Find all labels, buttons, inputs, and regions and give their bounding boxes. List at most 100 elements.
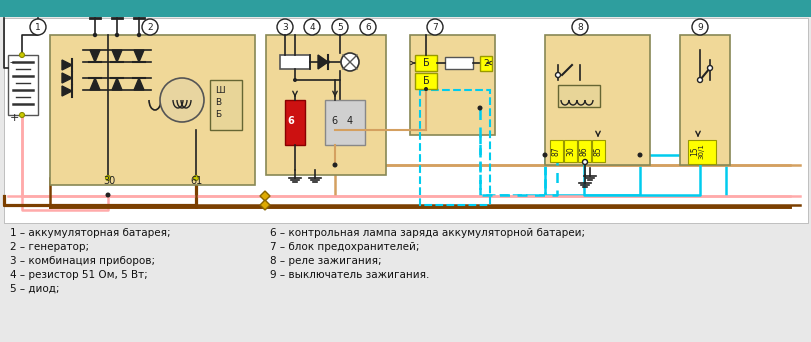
Bar [280, 55, 310, 69]
Circle shape [19, 53, 24, 57]
Text: –: – [10, 57, 15, 67]
Text: 2: 2 [483, 58, 488, 67]
Circle shape [19, 113, 24, 118]
Circle shape [105, 175, 110, 181]
Text: 9 – выключатель зажигания.: 9 – выключатель зажигания. [270, 270, 429, 280]
Text: 6: 6 [365, 23, 371, 31]
Text: 2: 2 [147, 23, 152, 31]
Circle shape [571, 19, 587, 35]
Circle shape [136, 33, 141, 37]
Circle shape [325, 60, 329, 64]
Text: 2 – генератор;: 2 – генератор; [10, 242, 89, 252]
Circle shape [142, 19, 158, 35]
Text: 3: 3 [281, 23, 288, 31]
Text: 6: 6 [331, 116, 337, 126]
Bar [0, 0, 811, 17]
Text: 4: 4 [346, 116, 353, 126]
Circle shape [105, 193, 110, 197]
Circle shape [555, 73, 560, 78]
Circle shape [691, 19, 707, 35]
Circle shape [697, 78, 702, 82]
Text: 5 – диод;: 5 – диод; [10, 284, 59, 294]
Bar [444, 57, 473, 69]
Circle shape [542, 153, 547, 158]
Circle shape [114, 33, 119, 37]
Text: 4 – резистор 51 Ом, 5 Вт;: 4 – резистор 51 Ом, 5 Вт; [10, 270, 148, 280]
Polygon shape [134, 50, 144, 62]
Text: 85: 85 [594, 146, 603, 156]
Bar [687, 140, 715, 164]
Text: 5: 5 [337, 23, 342, 31]
Text: Б: Б [422, 58, 429, 68]
Polygon shape [62, 86, 72, 96]
Text: 8: 8 [577, 23, 582, 31]
Text: 6 – контрольная лампа заряда аккумуляторной батареи;: 6 – контрольная лампа заряда аккумулятор… [270, 228, 585, 238]
Text: Б: Б [422, 76, 429, 86]
Text: +: + [10, 113, 19, 123]
Text: 87: 87 [551, 146, 560, 156]
Polygon shape [260, 200, 270, 210]
Text: 1: 1 [35, 23, 41, 31]
Bar [50, 35, 255, 185]
Circle shape [637, 153, 642, 158]
Text: 8 – реле зажигания;: 8 – реле зажигания; [270, 256, 381, 266]
Polygon shape [134, 78, 144, 90]
Circle shape [293, 78, 297, 82]
Bar [591, 140, 604, 162]
Text: 30: 30 [103, 176, 115, 186]
Bar [324, 100, 365, 145]
Polygon shape [112, 78, 122, 90]
Polygon shape [62, 60, 72, 70]
Text: 7 – блок предохранителей;: 7 – блок предохранителей; [270, 242, 419, 252]
Circle shape [477, 105, 482, 110]
Text: 86: 86 [579, 146, 588, 156]
Bar [414, 73, 436, 89]
Circle shape [193, 175, 198, 181]
Circle shape [92, 33, 97, 37]
Bar [8, 55, 38, 115]
Bar [679, 35, 729, 165]
Bar [419, 90, 489, 205]
Bar [210, 80, 242, 130]
Text: 4: 4 [309, 23, 315, 31]
Bar [577, 140, 590, 162]
Circle shape [332, 162, 337, 168]
Text: Б: Б [215, 110, 221, 119]
Bar [544, 35, 649, 165]
Text: 9: 9 [697, 23, 702, 31]
Bar [285, 100, 305, 145]
Text: 30: 30 [565, 146, 574, 156]
Circle shape [581, 159, 587, 165]
Circle shape [193, 175, 198, 181]
Polygon shape [112, 50, 122, 62]
Text: 1 – аккумуляторная батарея;: 1 – аккумуляторная батарея; [10, 228, 170, 238]
Text: Ш: Ш [215, 86, 225, 95]
Bar [549, 140, 562, 162]
Text: 7: 7 [431, 23, 437, 31]
Circle shape [341, 53, 358, 71]
Text: В: В [215, 98, 221, 107]
Bar [479, 56, 491, 71]
Polygon shape [90, 50, 100, 62]
Polygon shape [62, 73, 72, 83]
Circle shape [359, 19, 375, 35]
Bar [414, 55, 436, 71]
Circle shape [303, 19, 320, 35]
Circle shape [30, 19, 46, 35]
Text: 15: 15 [689, 146, 698, 156]
Polygon shape [318, 55, 328, 69]
Text: 61: 61 [190, 176, 202, 186]
Circle shape [160, 78, 204, 122]
Bar [4, 18, 807, 223]
Polygon shape [90, 78, 100, 90]
Circle shape [277, 19, 293, 35]
Text: 6: 6 [287, 116, 294, 126]
Text: 3 – комбинация приборов;: 3 – комбинация приборов; [10, 256, 155, 266]
Bar [410, 35, 495, 135]
Bar [564, 140, 577, 162]
Text: 30/1: 30/1 [697, 143, 703, 159]
Circle shape [706, 66, 711, 70]
Polygon shape [260, 191, 270, 201]
Circle shape [332, 19, 348, 35]
Bar [266, 35, 385, 175]
